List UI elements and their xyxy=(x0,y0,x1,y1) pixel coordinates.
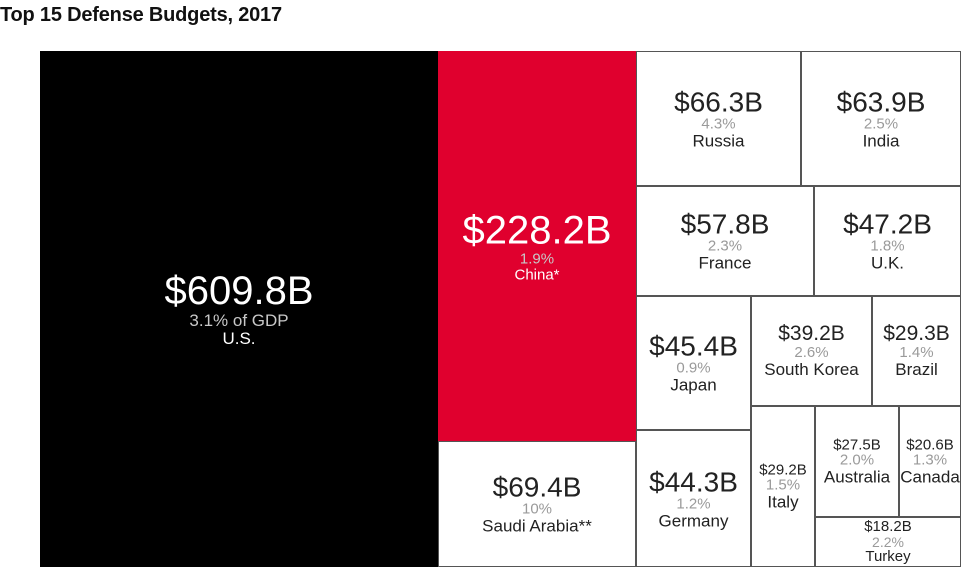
tile-gdp-label: 2.5% xyxy=(863,115,899,133)
tile-country-label: Russia xyxy=(692,131,745,151)
tile-country-label: South Korea xyxy=(764,359,859,379)
tile-country-label: China* xyxy=(514,266,560,283)
tile-value-label: $39.2B xyxy=(778,322,845,346)
tile-gdp-label: 2.0% xyxy=(839,451,875,469)
treemap-tile-russia: $66.3B 4.3% Russia xyxy=(636,51,801,186)
tile-gdp-label: 2.3% xyxy=(707,237,743,255)
tile-value-label: $69.4B xyxy=(492,471,582,503)
tile-gdp-label: 2.6% xyxy=(794,344,829,362)
tile-country-label: Australia xyxy=(823,467,891,487)
treemap-tile-japan: $45.4B 0.9% Japan xyxy=(636,296,751,430)
tile-country-label: Saudi Arabia** xyxy=(482,516,592,536)
tile-value-label: $45.4B xyxy=(649,330,738,362)
tile-label-group: $18.2B 2.2% Turkey xyxy=(816,519,960,565)
tile-value-label: $66.3B xyxy=(674,86,763,118)
tile-label-group: $609.8B 3.1% of GDP U.S. xyxy=(41,270,437,348)
tile-value-label: $27.5B xyxy=(833,435,881,453)
tile-gdp-label: 1.3% xyxy=(912,451,948,469)
tile-label-group: $27.5B 2.0% Australia xyxy=(816,437,898,486)
tile-label-group: $20.6B 1.3% Canada xyxy=(900,437,960,486)
tile-country-label: Turkey xyxy=(865,548,911,566)
tile-gdp-label: 1.9% xyxy=(519,250,555,268)
tile-gdp-label: 2.2% xyxy=(872,533,904,550)
tile-country-label: India xyxy=(862,131,900,151)
tile-value-label: $63.9B xyxy=(836,86,926,118)
tile-gdp-label: 1.2% xyxy=(676,495,711,513)
tile-label-group: $45.4B 0.9% Japan xyxy=(637,330,750,395)
tile-value-label: $29.2B xyxy=(759,460,807,478)
tile-value-label: $57.8B xyxy=(680,208,770,240)
tile-country-label: U.K. xyxy=(870,253,905,273)
treemap-tile-australia: $27.5B 2.0% Australia xyxy=(815,406,899,517)
treemap-tile-turkey: $18.2B 2.2% Turkey xyxy=(815,517,961,567)
treemap-tile-canada: $20.6B 1.3% Canada xyxy=(899,406,961,517)
tile-label-group: $29.3B 1.4% Brazil xyxy=(873,323,960,379)
tile-gdp-label: 4.3% xyxy=(701,115,736,133)
treemap-tile-u-k: $47.2B 1.8% U.K. xyxy=(814,186,961,296)
tile-value-label: $18.2B xyxy=(864,517,912,535)
tile-value-label: $44.3B xyxy=(649,466,738,498)
tile-label-group: $29.2B 1.5% Italy xyxy=(752,462,814,511)
tile-label-group: $39.2B 2.6% South Korea xyxy=(752,323,871,379)
tile-value-label: $20.6B xyxy=(906,435,954,453)
tile-gdp-label: 1.4% xyxy=(899,344,934,362)
tile-gdp-label: 3.1% of GDP xyxy=(189,311,289,331)
treemap-tile-u-s: $609.8B 3.1% of GDP U.S. xyxy=(40,51,438,567)
tile-gdp-label: 1.8% xyxy=(870,237,905,255)
tile-country-label: France xyxy=(698,253,752,273)
tile-label-group: $66.3B 4.3% Russia xyxy=(637,87,800,150)
tile-country-label: Italy xyxy=(767,492,799,512)
tile-country-label: Brazil xyxy=(895,359,938,379)
tile-value-label: $228.2B xyxy=(462,208,612,253)
tile-gdp-label: 10% xyxy=(521,500,553,518)
tile-country-label: Canada xyxy=(900,467,960,487)
chart-title: Top 15 Defense Budgets, 2017 xyxy=(0,4,282,26)
tile-country-label: U.S. xyxy=(222,329,256,348)
tile-label-group: $44.3B 1.2% Germany xyxy=(637,467,750,530)
tile-value-label: $47.2B xyxy=(843,208,932,240)
tile-label-group: $69.4B 10% Saudi Arabia** xyxy=(439,471,635,536)
treemap-tile-china: $228.2B 1.9% China* xyxy=(438,51,636,441)
tile-gdp-label: 1.5% xyxy=(765,476,801,494)
tile-value-label: $29.3B xyxy=(883,322,950,346)
tile-gdp-label: 0.9% xyxy=(676,359,711,377)
tile-label-group: $228.2B 1.9% China* xyxy=(439,209,635,283)
tile-label-group: $63.9B 2.5% India xyxy=(802,87,960,150)
treemap-tile-saudi-arabia: $69.4B 10% Saudi Arabia** xyxy=(438,441,636,567)
tile-label-group: $47.2B 1.8% U.K. xyxy=(815,208,960,273)
treemap-tile-south-korea: $39.2B 2.6% South Korea xyxy=(751,296,872,406)
tile-label-group: $57.8B 2.3% France xyxy=(637,208,813,273)
treemap-tile-brazil: $29.3B 1.4% Brazil xyxy=(872,296,961,406)
treemap-tile-france: $57.8B 2.3% France xyxy=(636,186,814,296)
treemap-tile-italy: $29.2B 1.5% Italy xyxy=(751,406,815,567)
tile-country-label: Germany xyxy=(658,511,729,531)
treemap-tile-india: $63.9B 2.5% India xyxy=(801,51,961,186)
tile-value-label: $609.8B xyxy=(164,269,314,314)
treemap-tile-germany: $44.3B 1.2% Germany xyxy=(636,430,751,567)
tile-country-label: Japan xyxy=(670,375,717,395)
